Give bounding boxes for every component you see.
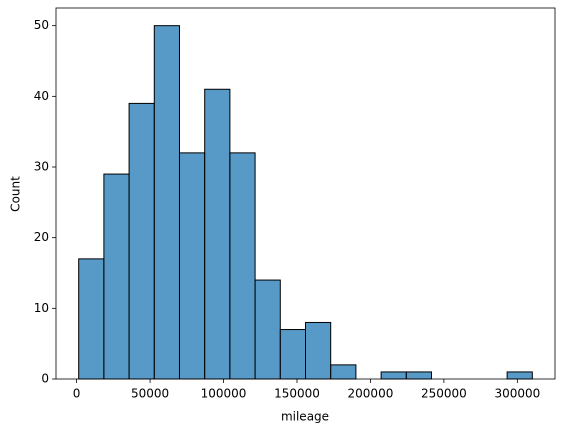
x-tick-label: 0 — [73, 387, 81, 401]
bar — [229, 152, 256, 380]
x-tick-label: 100000 — [201, 387, 247, 401]
bar — [78, 258, 105, 380]
bar — [405, 371, 433, 380]
bar — [506, 371, 533, 380]
y-tick-label: 0 — [41, 372, 49, 386]
y-tick-label: 50 — [34, 18, 49, 32]
bar — [128, 102, 155, 380]
y-axis-label: Count — [9, 176, 23, 212]
bar — [305, 321, 332, 380]
bar — [178, 152, 206, 380]
y-tick-label: 30 — [34, 160, 49, 174]
bar — [330, 364, 357, 380]
x-tick-label: 50000 — [131, 387, 169, 401]
bar — [103, 173, 130, 380]
x-tick-label: 250000 — [421, 387, 467, 401]
bar — [380, 371, 407, 380]
x-axis-label: mileage — [281, 410, 329, 424]
bar — [204, 88, 231, 380]
bar — [254, 279, 281, 380]
x-tick-label: 150000 — [274, 387, 320, 401]
x-tick-label: 200000 — [348, 387, 394, 401]
bar — [279, 329, 307, 380]
y-tick-label: 40 — [34, 89, 49, 103]
y-tick-label: 20 — [34, 230, 49, 244]
x-tick-label: 300000 — [494, 387, 540, 401]
bar — [153, 25, 180, 380]
y-tick-label: 10 — [34, 301, 49, 315]
plot-frame — [55, 7, 556, 380]
